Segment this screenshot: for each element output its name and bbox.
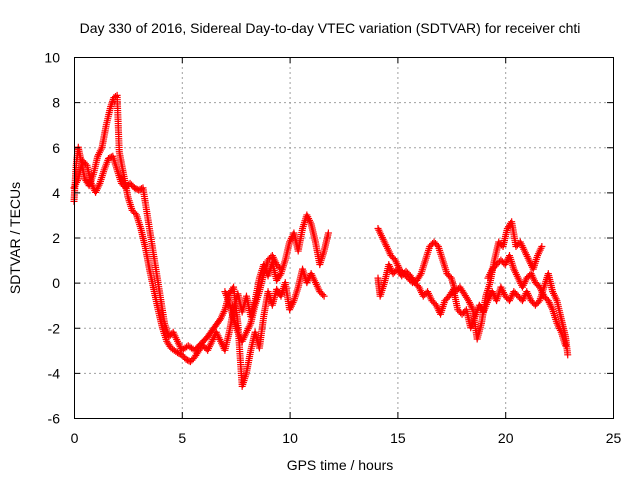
x-axis-label: GPS time / hours xyxy=(287,457,394,473)
x-tick-label: 10 xyxy=(282,430,298,446)
y-tick-label: 8 xyxy=(52,95,60,111)
x-tick-label: 5 xyxy=(178,430,186,446)
y-tick-label: -2 xyxy=(48,320,61,336)
chart-title: Day 330 of 2016, Sidereal Day-to-day VTE… xyxy=(80,20,581,36)
y-tick-label: 2 xyxy=(52,230,60,246)
data-point xyxy=(276,264,284,272)
data-point xyxy=(324,229,332,237)
y-tick-label: -6 xyxy=(48,411,61,427)
y-tick-label: 6 xyxy=(52,140,60,156)
data-point xyxy=(562,342,570,350)
grid xyxy=(74,57,613,418)
y-tick-label: 0 xyxy=(52,275,60,291)
data-point xyxy=(416,271,424,279)
x-tick-label: 0 xyxy=(71,430,79,446)
data-point xyxy=(319,291,327,299)
data-point xyxy=(277,265,285,273)
x-tick-label: 15 xyxy=(390,430,406,446)
x-tick-labels: 0 5 10 15 20 25 xyxy=(71,430,622,446)
x-tick-label: 20 xyxy=(498,430,514,446)
data-point xyxy=(538,243,546,251)
y-tick-label: 4 xyxy=(52,185,60,201)
y-tick-labels: -6 -4 -2 0 2 4 6 8 10 xyxy=(44,50,60,427)
data-point xyxy=(276,271,284,279)
data-point xyxy=(320,292,328,300)
x-tick-label: 25 xyxy=(606,430,622,446)
y-tick-label: -4 xyxy=(48,365,61,381)
data-points xyxy=(70,91,572,390)
axis-ticks xyxy=(74,57,614,419)
data-point xyxy=(564,351,572,359)
y-tick-label: 10 xyxy=(44,50,60,66)
data-point xyxy=(81,160,89,168)
y-axis-label: SDTVAR / TECUs xyxy=(7,182,23,294)
